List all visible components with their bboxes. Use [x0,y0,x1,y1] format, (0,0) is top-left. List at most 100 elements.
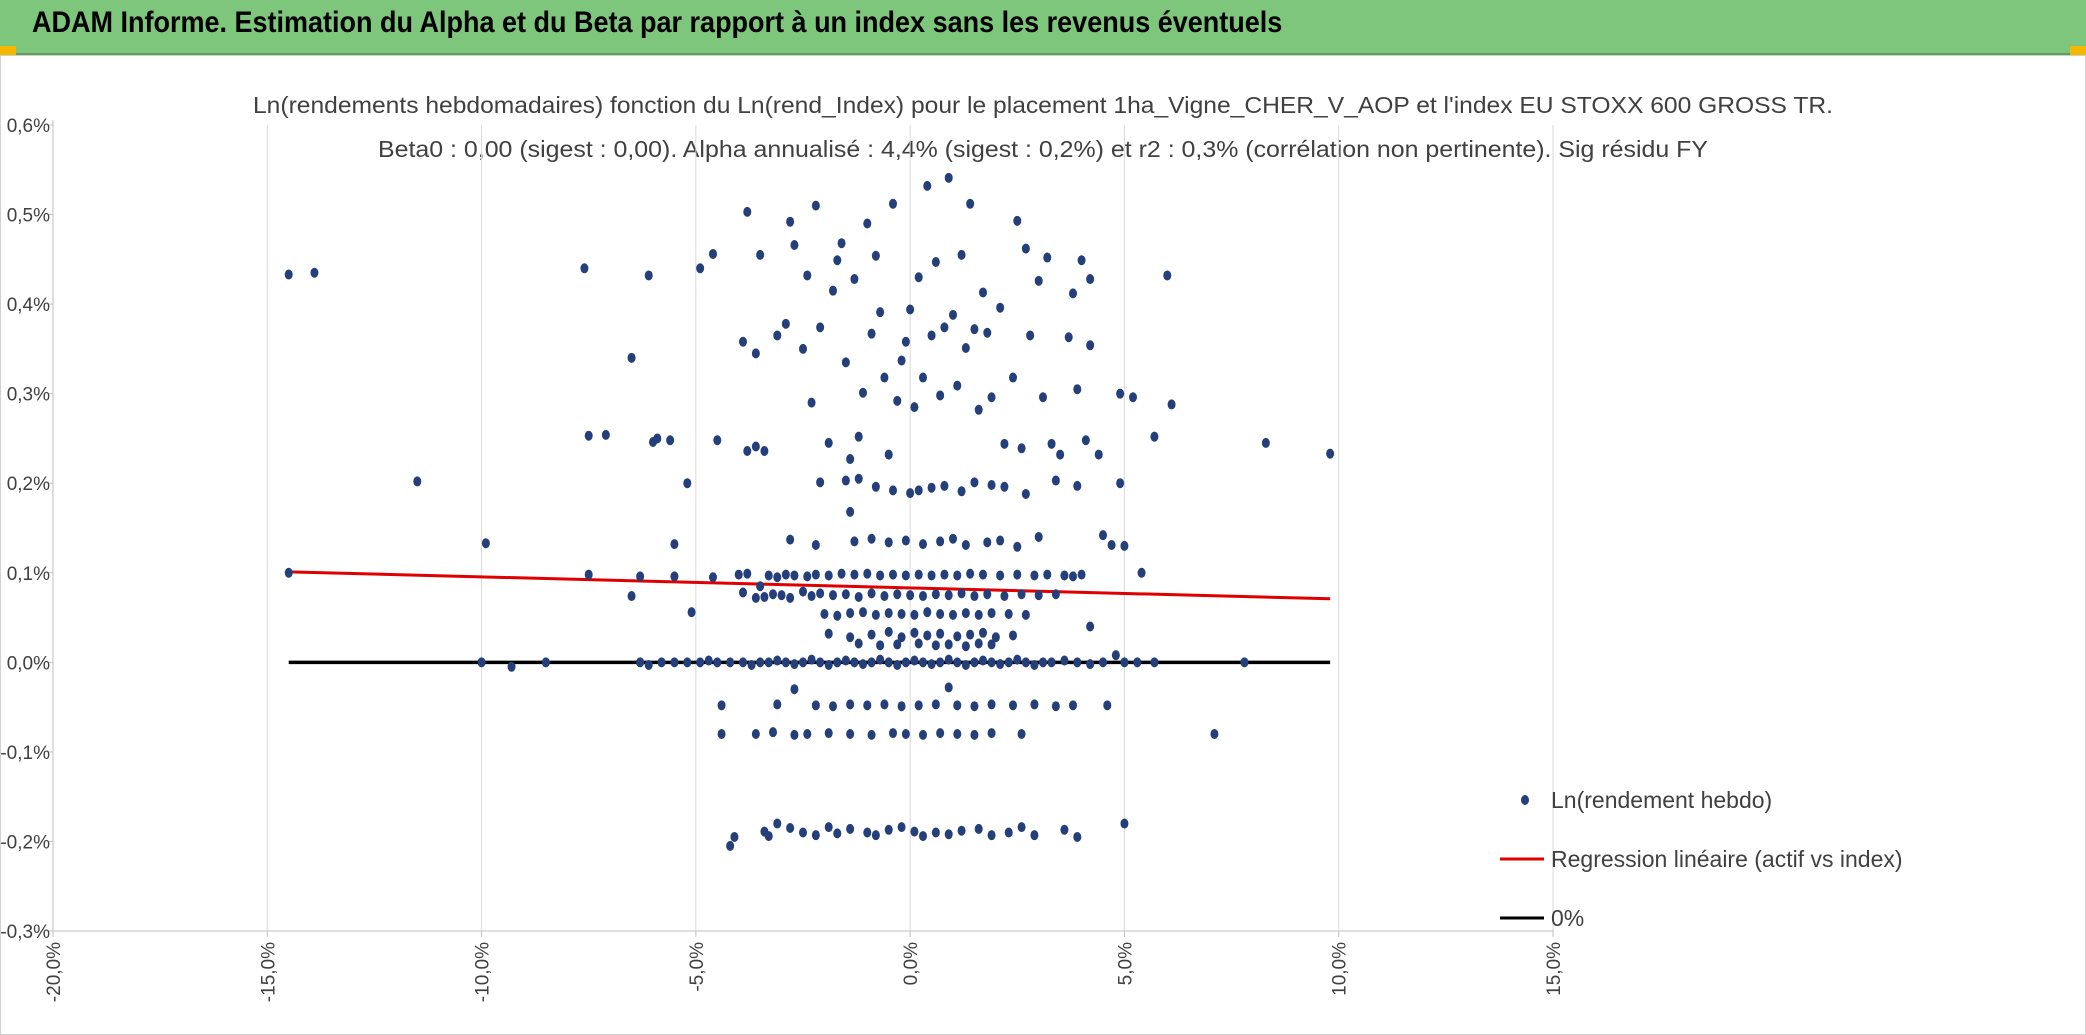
data-point [1000,591,1009,602]
data-point [957,486,966,497]
data-point [601,429,610,440]
data-point [683,478,692,489]
data-point [743,445,752,456]
data-point [893,639,902,650]
data-point [413,476,422,487]
data-point [1009,700,1017,711]
data-point [760,591,769,602]
data-point [850,569,859,580]
data-point [1120,657,1129,668]
data-point [884,608,893,619]
data-point [1086,340,1095,351]
data-point [944,682,953,693]
legend-label: Regression linéaire (actif vs index) [1551,846,1903,872]
data-point [1017,728,1026,739]
data-point [1056,449,1065,460]
data-point [1081,435,1090,446]
data-point [893,660,902,671]
data-point [850,274,859,285]
data-point [987,728,996,739]
data-point [1073,384,1082,395]
data-point [923,630,932,641]
data-point [961,641,970,652]
data-point [1030,570,1039,581]
data-point [863,218,872,229]
data-point [936,390,945,401]
data-point [1261,437,1270,448]
data-point [1163,270,1172,281]
data-point [786,216,795,227]
data-point [786,823,795,834]
data-point [871,609,880,620]
data-point [481,538,490,549]
data-point [940,569,949,580]
data-point [1013,541,1022,552]
data-point [507,661,516,672]
data-point [846,823,855,834]
data-point [799,586,807,597]
data-point [790,729,799,740]
data-point [769,589,777,600]
data-point [773,330,782,341]
data-point [919,539,927,550]
data-point [970,701,979,712]
data-point [1021,609,1030,620]
data-point [751,441,760,452]
data-point [764,570,773,581]
data-point [910,655,919,666]
data-point [854,473,863,484]
data-point [910,609,919,620]
legend-label: 0% [1551,905,1584,931]
data-point [854,638,863,649]
data-point [846,506,855,517]
data-point [854,591,863,602]
data-point [901,657,910,668]
data-point [666,435,675,446]
data-point [876,640,885,651]
data-point [1013,654,1022,665]
data-point [756,249,765,260]
data-point [944,590,953,601]
data-point [970,729,979,740]
data-point [910,627,919,638]
data-point [717,728,726,739]
data-point [803,728,812,739]
data-point [966,198,975,209]
data-point [790,570,799,581]
data-point [931,827,940,838]
data-point [901,535,910,546]
data-point [807,591,816,602]
data-point [1069,571,1077,582]
data-point [841,357,850,368]
data-point [764,831,773,842]
data-point [670,571,679,582]
data-point [687,607,696,618]
data-point [906,590,915,601]
data-point [1030,699,1039,710]
data-point [683,657,692,668]
data-point [846,608,855,619]
data-point [820,608,829,619]
data-point [1094,449,1103,460]
data-point [709,248,717,259]
data-point [1120,818,1129,829]
data-point [919,729,927,740]
data-point [790,659,799,670]
data-point [636,657,645,668]
data-point [829,285,837,296]
data-point [709,572,717,583]
data-point [970,324,979,335]
data-point [901,728,910,739]
data-point [816,477,825,488]
data-point [1004,827,1013,838]
y-tick-label: 0,1% [7,564,50,585]
data-point [936,628,945,639]
data-point [961,342,970,353]
data-point [871,830,880,841]
data-point [850,536,859,547]
data-point [1030,830,1039,841]
data-point [743,568,752,579]
data-point [867,629,876,640]
data-point [1013,569,1022,580]
data-point [884,657,893,668]
